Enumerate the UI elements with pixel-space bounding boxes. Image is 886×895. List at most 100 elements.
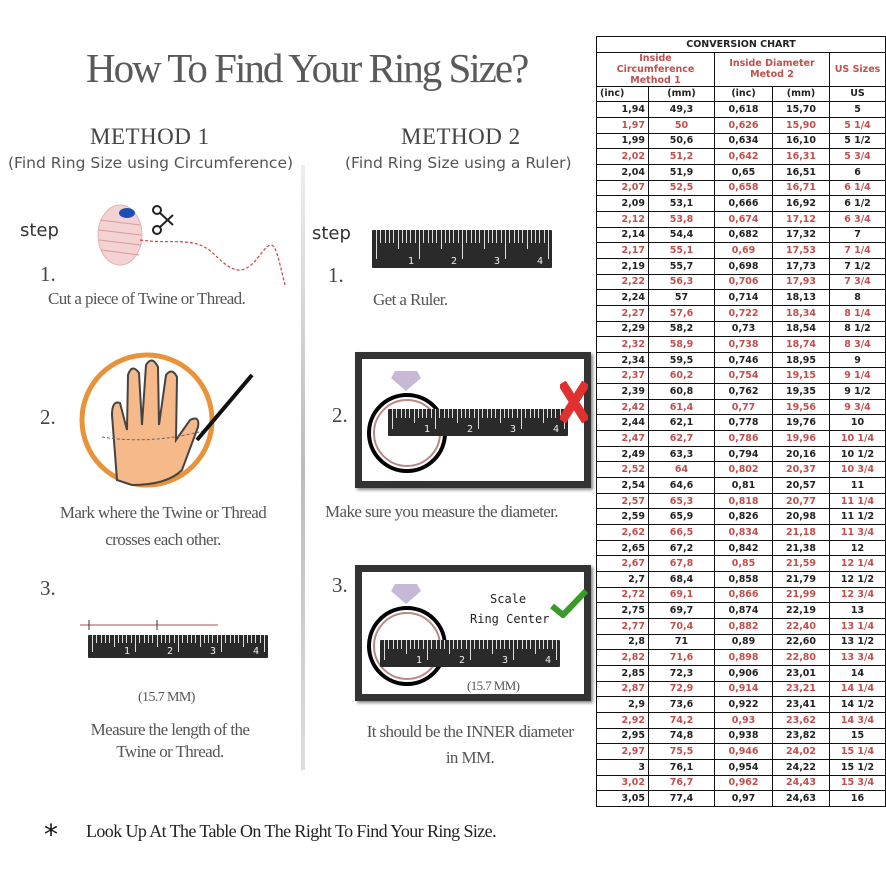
table-cell: 7 3/4	[829, 273, 886, 291]
ruler-tick	[504, 640, 506, 650]
ruler-tick	[444, 230, 446, 244]
table-cell: 2,7	[596, 571, 649, 588]
ruler-number: 2	[459, 655, 466, 666]
ruler-tick	[435, 409, 436, 430]
ruler-tick	[521, 409, 522, 430]
table-cell: 0,754	[714, 367, 773, 385]
correct-measure-panel: Scale Ring Center 1 2 3 4 (15.7 MM)	[355, 565, 591, 701]
table-cell: 15	[829, 727, 886, 745]
method2-ruler: 1 2 3 4	[372, 230, 552, 268]
ruler-tick	[551, 640, 553, 650]
table-cell: 54,4	[648, 226, 715, 244]
conversion-chart-table: CONVERSION CHART Inside Circumference Met…	[596, 36, 886, 807]
table-row: 2,44 62,1 0,778 19,76 10	[596, 414, 886, 432]
table-cell: 64,6	[648, 477, 715, 494]
table-cell: 0,618	[714, 101, 773, 118]
table-cell: 12 3/4	[829, 586, 886, 604]
table-cell: 5 3/4	[829, 148, 886, 165]
ruler-tick	[165, 635, 167, 644]
ruler-tick	[525, 409, 527, 419]
table-cell: 12 1/4	[829, 555, 886, 572]
table-cell: 15,90	[772, 116, 830, 134]
table-cell: 16,31	[772, 148, 830, 165]
method2-step3-text-line2: in MM.	[445, 748, 495, 767]
ruler-tick	[414, 640, 416, 650]
table-cell: 2,37	[596, 367, 649, 385]
table-cell: 75,5	[648, 743, 715, 760]
table-cell: 2,24	[596, 289, 649, 306]
ruler-tick	[496, 230, 498, 244]
table-cell: 12	[829, 539, 886, 557]
table-cell: 6 1/4	[829, 179, 886, 197]
ruler-tick	[499, 409, 501, 423]
table-cell: 59,5	[648, 351, 715, 369]
ruler-tick	[440, 230, 442, 249]
table-cell: 0,834	[714, 524, 773, 541]
table-cell: 0,914	[714, 680, 773, 698]
ruler-tick	[409, 409, 411, 419]
ruler-tick	[418, 640, 420, 650]
table-row: 2,49 63,3 0,794 20,16 10 1/2	[596, 445, 886, 463]
ruler-tick	[482, 409, 484, 419]
ruler-tick	[535, 230, 537, 244]
table-cell: 6 3/4	[829, 210, 886, 228]
table-row: 1,99 50,6 0,634 16,10 5 1/2	[596, 132, 886, 150]
table-cell: 2,97	[596, 743, 649, 760]
table-cell: 3,02	[596, 774, 649, 792]
table-cell: 2,75	[596, 602, 649, 619]
table-cell: 0,874	[714, 602, 773, 619]
table-cell: 2,95	[596, 727, 649, 745]
table-row: 2,04 51,9 0,65 16,51 6	[596, 163, 886, 181]
ruler-tick	[173, 635, 175, 644]
ruler-tick	[404, 409, 406, 419]
table-cell: 0,946	[714, 743, 773, 760]
table-cell: 0,922	[714, 696, 773, 713]
table-cell: 2,59	[596, 508, 649, 526]
table-cell: 63,3	[648, 445, 715, 463]
table-cell: 61,4	[648, 398, 715, 416]
table-cell: 23,62	[772, 711, 830, 729]
table-cell: 18,95	[772, 351, 830, 369]
ruler-tick	[139, 635, 141, 644]
ruler-tick	[559, 409, 561, 419]
ruler-number: 1	[124, 646, 131, 657]
table-cell: 67,8	[648, 555, 715, 572]
ruler-tick	[474, 640, 476, 650]
table-cell: 24,22	[772, 758, 830, 776]
ruler-tick	[555, 409, 557, 419]
table-cell: 22,60	[772, 633, 830, 651]
table-cell: 13 3/4	[829, 649, 886, 666]
table-row: 2,62 66,5 0,834 21,18 11 3/4	[596, 524, 886, 541]
ruler-tick	[521, 640, 523, 650]
table-cell: 8 1/2	[829, 320, 886, 338]
table-cell: 52,5	[648, 179, 715, 197]
table-row: 2,59 65,9 0,826 20,98 11 1/2	[596, 508, 886, 526]
table-cell: 67,2	[648, 539, 715, 557]
table-cell: 2,49	[596, 445, 649, 463]
ruler-tick	[92, 635, 93, 653]
ruler-tick	[186, 635, 188, 644]
ruler-tick	[453, 230, 455, 244]
table-row: 2,22 56,3 0,706 17,93 7 3/4	[596, 273, 886, 291]
method2-step3-number: 3.	[332, 573, 348, 597]
table-cell: 0,842	[714, 539, 773, 557]
ruler-tick	[470, 230, 472, 244]
table-cell: 0,69	[714, 242, 773, 259]
table-cell: 16,51	[772, 163, 830, 181]
table-row: 2,52 64 0,802 20,37 10 3/4	[596, 461, 886, 479]
method1-step3-text-line2: Twine or Thread.	[116, 742, 224, 761]
ruler-tick	[538, 640, 540, 650]
ruler-tick	[426, 409, 428, 419]
table-cell: 19,96	[772, 430, 830, 447]
table-cell: 51,2	[648, 148, 715, 165]
table-row: 2,67 67,8 0,85 21,59 12 1/4	[596, 555, 886, 572]
thread-line	[80, 620, 218, 630]
ruler-tick	[533, 409, 535, 419]
ruler-tick	[466, 230, 468, 244]
table-cell: 23,82	[772, 727, 830, 745]
table-cell: 2,29	[596, 320, 649, 338]
ruler-tick	[160, 635, 162, 644]
table-title: CONVERSION CHART	[596, 36, 886, 53]
table-cell: 57	[648, 289, 715, 306]
table-cell: 0,73	[714, 320, 773, 338]
